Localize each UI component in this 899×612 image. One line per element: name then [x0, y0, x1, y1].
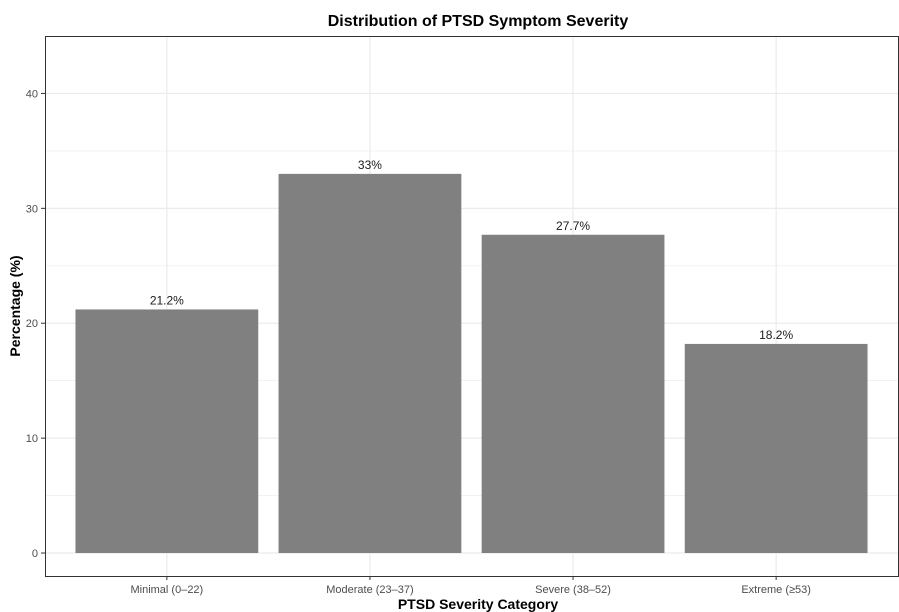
x-tick-label: Minimal (0–22) — [130, 584, 203, 596]
data-labels: 21.2% 33% 27.7% 18.2% — [150, 158, 794, 342]
y-tick-label: 20 — [26, 318, 38, 330]
y-tick-label: 10 — [26, 433, 38, 445]
y-tick-label: 40 — [26, 88, 38, 100]
x-axis-title: PTSD Severity Category — [398, 596, 558, 612]
bar — [684, 343, 868, 554]
bars — [75, 173, 868, 554]
bar — [481, 234, 665, 554]
data-label: 18.2% — [759, 328, 793, 342]
y-axis: 0 10 20 30 40 — [26, 88, 45, 560]
bar — [278, 173, 462, 554]
bar — [75, 309, 259, 554]
y-tick-label: 30 — [26, 203, 38, 215]
x-tick-label: Moderate (23–37) — [326, 584, 413, 596]
y-tick-label: 0 — [32, 548, 38, 560]
y-axis-title: Percentage (%) — [7, 255, 23, 356]
data-label: 33% — [358, 158, 382, 172]
data-label: 27.7% — [556, 219, 590, 233]
x-tick-label: Severe (38–52) — [535, 584, 611, 596]
data-label: 21.2% — [150, 293, 184, 307]
x-axis: Minimal (0–22) Moderate (23–37) Severe (38… — [130, 576, 811, 596]
chart-title: Distribution of PTSD Symptom Severity — [328, 13, 629, 30]
x-tick-label: Extreme (≥53) — [741, 584, 811, 596]
